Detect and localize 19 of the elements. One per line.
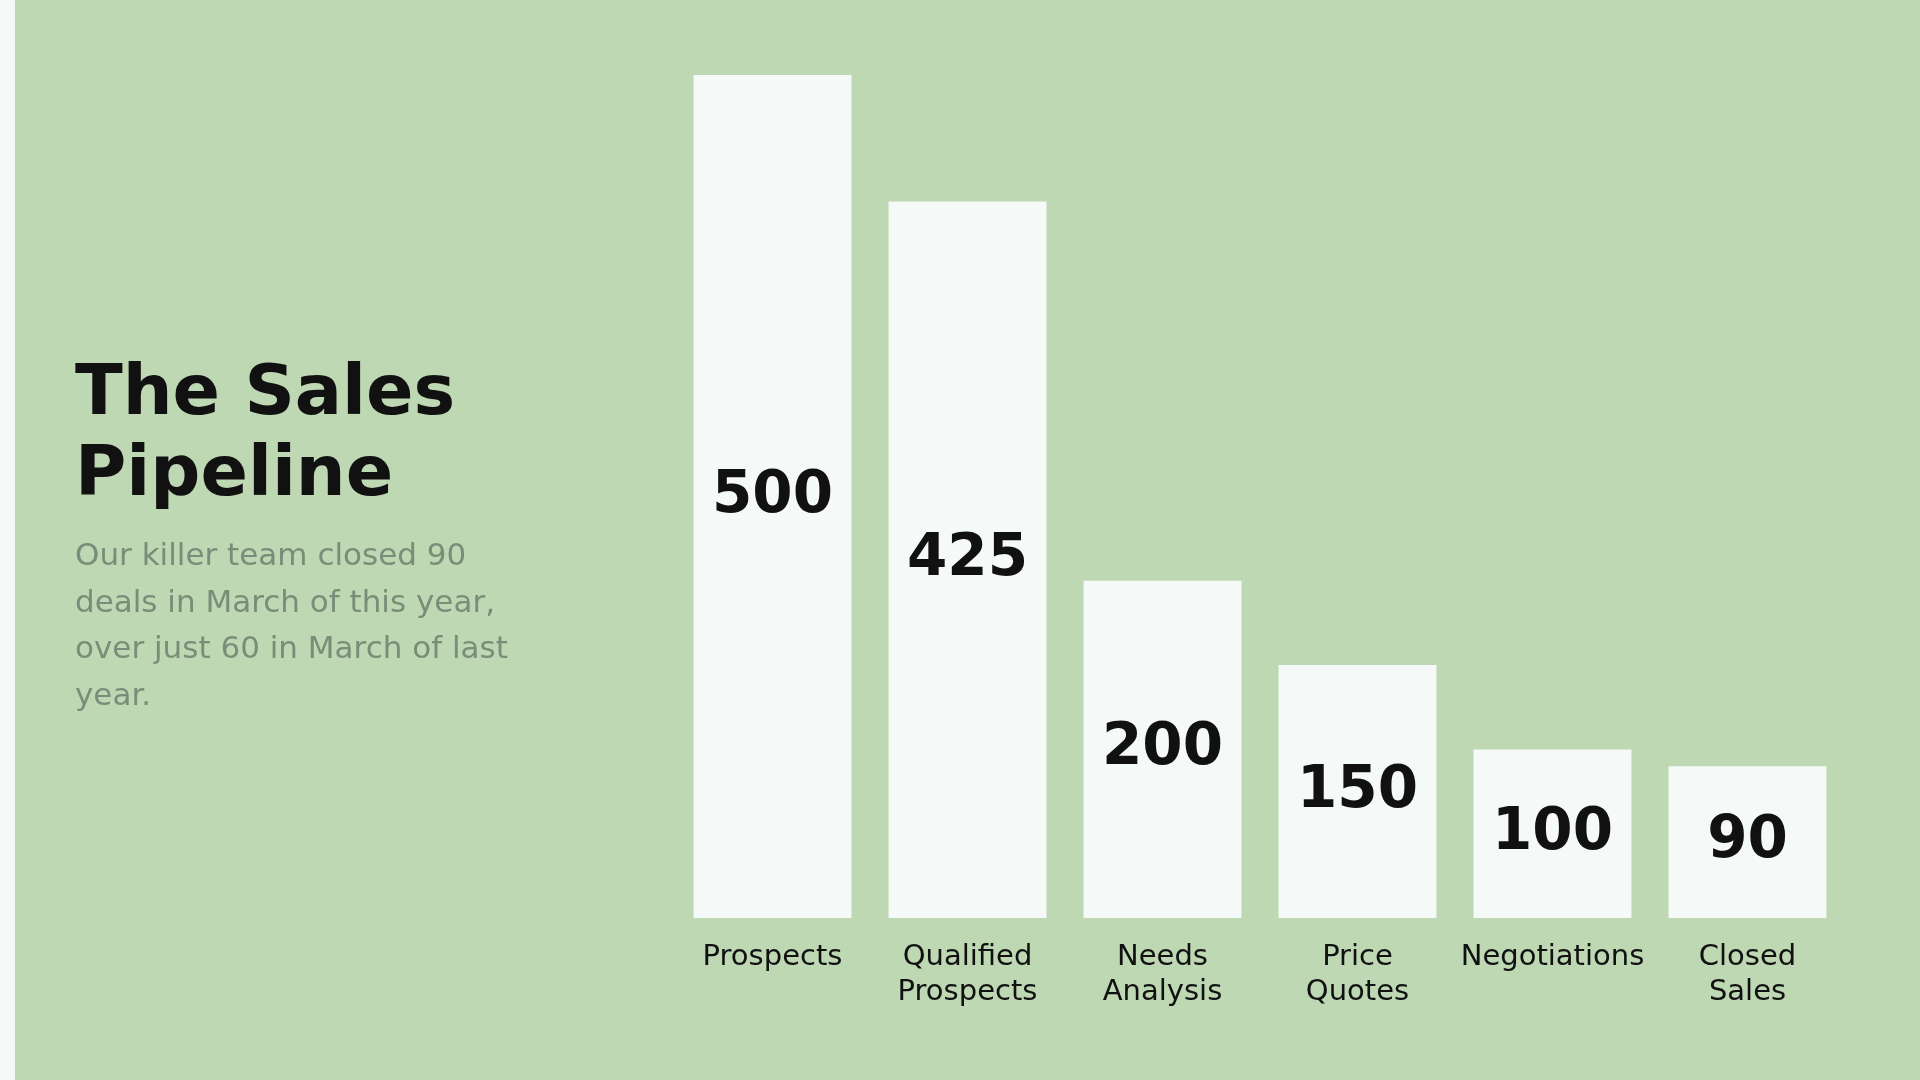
x-tick-label: Qualified Prospects — [897, 937, 1038, 1007]
bar — [1668, 766, 1827, 918]
data-label: 90 — [1707, 803, 1788, 872]
x-tick-label: Price Quotes — [1305, 937, 1410, 1007]
text: Our killer team closed 90 deals in March of this year, over just 60 in March of last year. — [75, 535, 509, 714]
bar — [1083, 580, 1242, 918]
data-label: 150 — [1296, 752, 1419, 821]
text: The Sales Pipeline — [75, 349, 457, 512]
data-label: 100 — [1491, 794, 1614, 863]
x-tick-label: Negotiations — [1460, 937, 1645, 972]
x-tick-label: Prospects — [702, 937, 843, 972]
bar — [693, 75, 852, 918]
data-label: 500 — [711, 457, 834, 526]
x-tick-label: Needs Analysis — [1102, 937, 1223, 1007]
bar — [888, 201, 1047, 918]
data-label: 200 — [1101, 710, 1224, 779]
data-label: 425 — [906, 520, 1029, 589]
x-tick-label: Closed Sales — [1698, 937, 1797, 1007]
bar — [1278, 665, 1437, 918]
